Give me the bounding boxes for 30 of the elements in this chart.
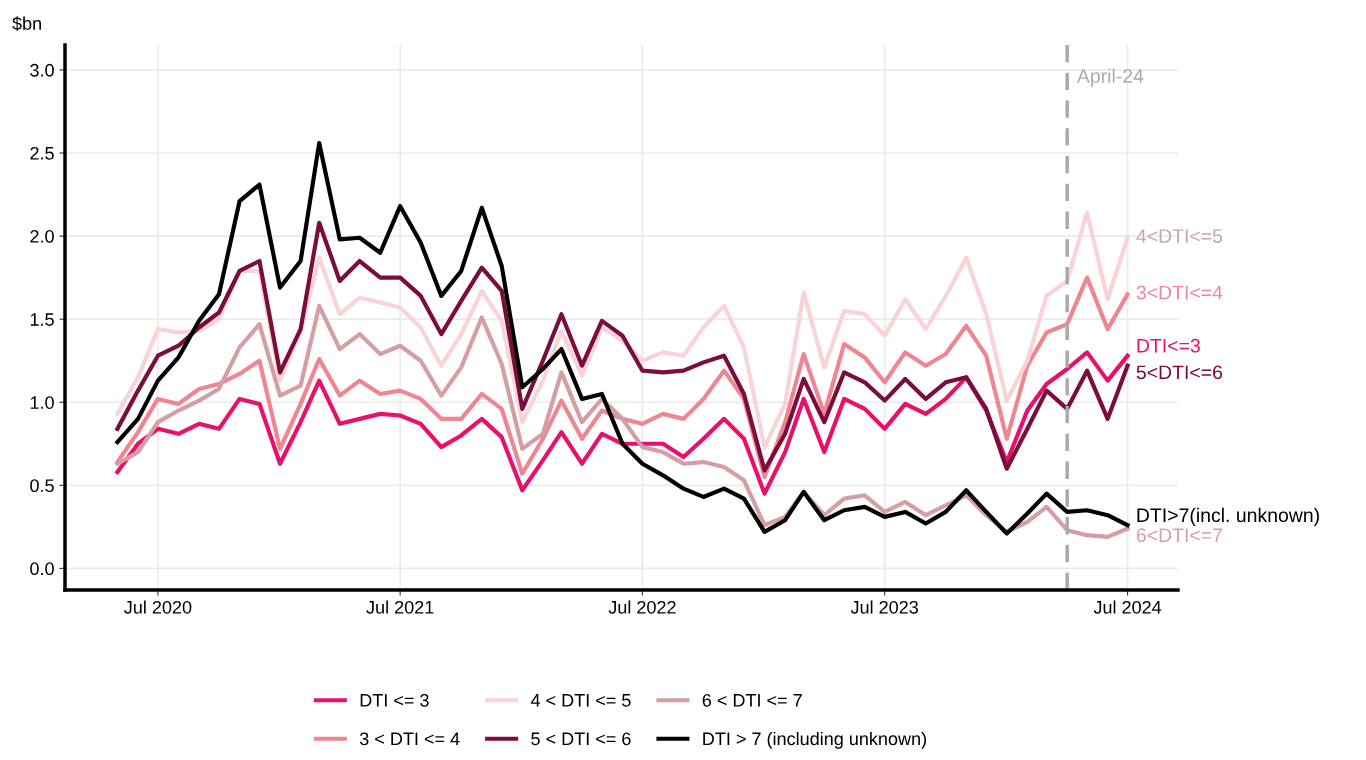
annotation: DTI<=3 <box>1137 338 1200 353</box>
x-tick-label: Jul 2020 <box>124 600 192 614</box>
y-tick-label: 2.0 <box>30 230 54 243</box>
y-tick-label: 0.5 <box>30 479 54 493</box>
ref-line-label: April-24 <box>1076 68 1144 87</box>
legend-label: 6 < DTI <= 7 <box>702 693 802 707</box>
annotation: 4<DTI<=5 <box>1136 229 1223 243</box>
line-series <box>115 275 1130 480</box>
line-series <box>115 140 1130 536</box>
annotation: 5<DTI<=6 <box>1136 365 1223 380</box>
legend-label: 5 < DTI <= 6 <box>531 732 631 746</box>
y-axis-title: $bn <box>12 16 41 31</box>
legend-label: DTI <= 3 <box>360 693 429 707</box>
y-tick-label: 2.5 <box>30 146 54 160</box>
y-tick-label: 0.0 <box>30 562 54 576</box>
x-tick-label: Jul 2021 <box>366 600 434 614</box>
x-tick-label: Jul 2022 <box>608 600 676 614</box>
y-tick-label: 1.5 <box>30 313 54 326</box>
line-series <box>115 303 1130 539</box>
line-series <box>115 350 1130 496</box>
x-tick-label: Jul 2024 <box>1093 600 1162 614</box>
annotation: DTI>7(incl. unknown) <box>1137 507 1319 526</box>
legend-label: 3 < DTI <= 4 <box>359 732 460 746</box>
legend-label: 4 < DTI <= 5 <box>530 694 631 707</box>
y-tick-label: 1.0 <box>30 396 54 409</box>
legend-label: DTI > 7 (including unknown) <box>703 731 926 749</box>
y-tick-label: 3.0 <box>30 63 54 77</box>
annotation: 3<DTI<=4 <box>1136 285 1223 300</box>
x-tick-label: Jul 2023 <box>850 600 918 614</box>
annotation: 6<DTI<=7 <box>1136 528 1222 543</box>
